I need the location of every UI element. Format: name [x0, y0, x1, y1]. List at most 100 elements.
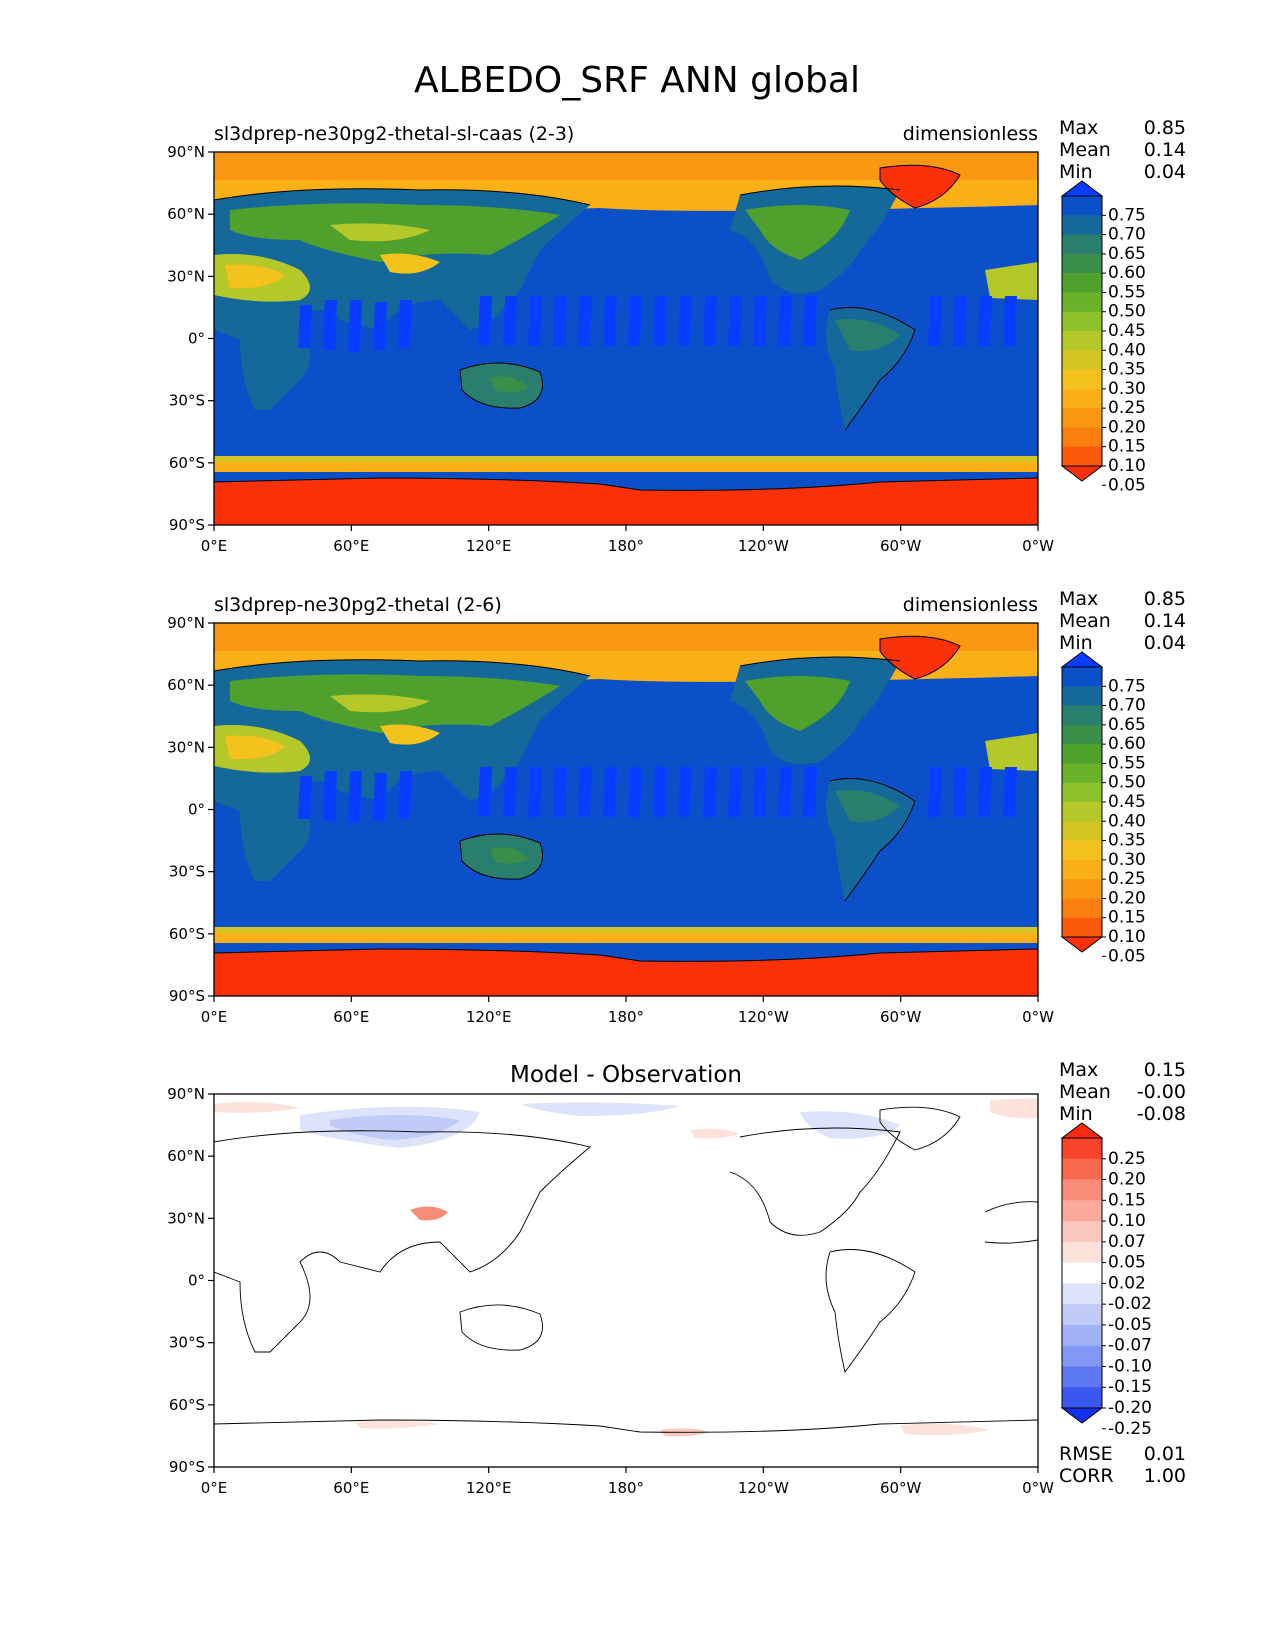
x-tick-label: 180° [608, 1479, 644, 1497]
y-tick-label: 60°N [167, 676, 205, 694]
stat-max-value: 0.15 [1144, 1059, 1186, 1081]
x-tick-label: 60°W [880, 1008, 922, 1026]
colorbar-2: 0.250.200.150.100.070.050.02-0.02-0.05-0… [1060, 1122, 1152, 1439]
colorbar-extend-top [1060, 1122, 1104, 1139]
colorbar-tick-label: 0.45 [1108, 321, 1146, 341]
colorbar-tick-label: 0.10 [1108, 456, 1146, 476]
colorbar-band [1062, 427, 1102, 448]
colorbar-band [1062, 331, 1102, 351]
panel-units: dimensionless [903, 123, 1038, 145]
y-tick-label: 0° [188, 1272, 205, 1290]
colorbar-tick-label: 0.60 [1108, 734, 1146, 754]
y-tick-label: 60°N [167, 1147, 205, 1165]
colorbar-tick-label: 0.05 [1108, 1253, 1146, 1273]
y-tick-label: 90°N [167, 614, 205, 632]
colorbar-extend-bottom [1060, 465, 1104, 482]
colorbar-tick-label: -0.25 [1108, 1419, 1152, 1439]
colorbar-band [1062, 705, 1102, 726]
map-field-2 [214, 1094, 1038, 1467]
colorbar-band [1062, 763, 1102, 784]
map-field-1 [214, 623, 1038, 996]
stat-corr-value: 1.00 [1144, 1465, 1186, 1487]
x-tick-label: 60°E [333, 1479, 369, 1497]
y-tick-label: 90°S [169, 987, 205, 1005]
y-tick-label: 30°S [169, 392, 205, 410]
colorbar-tick-label: 0.30 [1108, 850, 1146, 870]
colorbar-band [1062, 1179, 1102, 1201]
colorbar-band [1062, 1138, 1102, 1160]
colorbar-tick-label: 0.25 [1108, 398, 1146, 418]
colorbar-tick-label: 0.75 [1108, 676, 1146, 696]
colorbar-tick-label: 0.70 [1108, 225, 1146, 245]
colorbar-extend-top [1060, 180, 1104, 197]
colorbar-band [1062, 446, 1102, 467]
colorbar-tick-label: 0.20 [1108, 1170, 1146, 1190]
y-tick-label: 60°S [169, 1396, 205, 1414]
x-tick-label: 60°W [880, 537, 922, 555]
colorbar-band [1062, 1221, 1102, 1243]
colorbar-band [1062, 744, 1102, 764]
stat-max-label: Max [1059, 117, 1098, 139]
y-tick-label: 0° [188, 801, 205, 819]
colorbar-tick-label: 0.10 [1108, 927, 1146, 947]
y-tick-label: 30°S [169, 863, 205, 881]
colorbar-tick-label: 0.70 [1108, 696, 1146, 716]
colorbar-tick-label: 0.15 [1108, 437, 1146, 457]
panel-2: Model - Observation 0°E 60°E 120°E 180° 120°… [167, 1059, 1186, 1497]
colorbar-tick-label: 0.60 [1108, 263, 1146, 283]
colorbar-band [1062, 1283, 1102, 1305]
colorbar-tick-label: -0.05 [1108, 1315, 1152, 1335]
colorbar-band [1062, 234, 1102, 255]
stat-max-label: Max [1059, 1059, 1098, 1081]
colorbar-tick-label: 0.40 [1108, 811, 1146, 831]
colorbar-tick-label: 0.75 [1108, 205, 1146, 225]
colorbar-band [1062, 840, 1102, 861]
colorbar-tick-label: 0.65 [1108, 715, 1146, 735]
colorbar-band [1062, 686, 1102, 707]
stat-mean-value: 0.14 [1144, 610, 1186, 632]
colorbar-tick-label: 0.20 [1108, 888, 1146, 908]
x-tick-label: 120°E [466, 1479, 512, 1497]
y-tick-label: 90°N [167, 143, 205, 161]
colorbar-band [1062, 1366, 1102, 1388]
y-tick-label: 60°S [169, 454, 205, 472]
y-tick-label: 30°N [167, 1209, 205, 1227]
stat-max-label: Max [1059, 588, 1098, 610]
stat-min-value: 0.04 [1144, 161, 1186, 183]
x-tick-label: 120°E [466, 1008, 512, 1026]
x-tick-label: 0°E [201, 537, 228, 555]
stat-max-value: 0.85 [1144, 117, 1186, 139]
stat-min-value: 0.04 [1144, 632, 1186, 654]
stat-mean-label: Mean [1059, 1081, 1111, 1103]
panel-center-title: Model - Observation [510, 1062, 742, 1088]
colorbar-tick-label: -0.10 [1108, 1356, 1152, 1376]
stat-mean-label: Mean [1059, 139, 1111, 161]
panel-left-title: sl3dprep-ne30pg2-thetal-sl-caas (2-3) [214, 123, 574, 145]
y-tick-label: 30°N [167, 267, 205, 285]
colorbar-tick-label: 0.15 [1108, 1190, 1146, 1210]
colorbar-frame [1061, 1137, 1103, 1409]
colorbar-tick-label: -0.02 [1108, 1294, 1152, 1314]
stat-mean-value: -0.00 [1137, 1081, 1186, 1103]
colorbar-band [1062, 350, 1102, 371]
colorbar-band [1062, 782, 1102, 803]
colorbar-band [1062, 1324, 1102, 1347]
x-tick-label: 120°W [738, 1008, 789, 1026]
colorbar-band [1062, 1387, 1102, 1409]
colorbar-tick-label: 0.20 [1108, 417, 1146, 437]
stat-min-label: Min [1059, 632, 1093, 654]
stats-2: Max 0.15 Mean -0.00 Min -0.08 RMSE 0.01 … [1059, 1059, 1186, 1487]
stats-1: Max 0.85 Mean 0.14 Min 0.04 [1059, 588, 1186, 654]
colorbar-tick-label: 0.40 [1108, 340, 1146, 360]
colorbar-band [1062, 1262, 1102, 1284]
y-tick-label: 90°N [167, 1085, 205, 1103]
panel-0: sl3dprep-ne30pg2-thetal-sl-caas (2-3) di… [167, 117, 1186, 555]
colorbar-band [1062, 917, 1102, 938]
colorbar-band [1062, 667, 1102, 687]
colorbar-extend-bottom [1060, 936, 1104, 953]
y-tick-label: 60°S [169, 925, 205, 943]
colorbar-band [1062, 408, 1102, 428]
colorbar-tick-label: 0.30 [1108, 379, 1146, 399]
colorbar-band [1062, 253, 1102, 274]
colorbar-tick-label: 0.65 [1108, 244, 1146, 264]
